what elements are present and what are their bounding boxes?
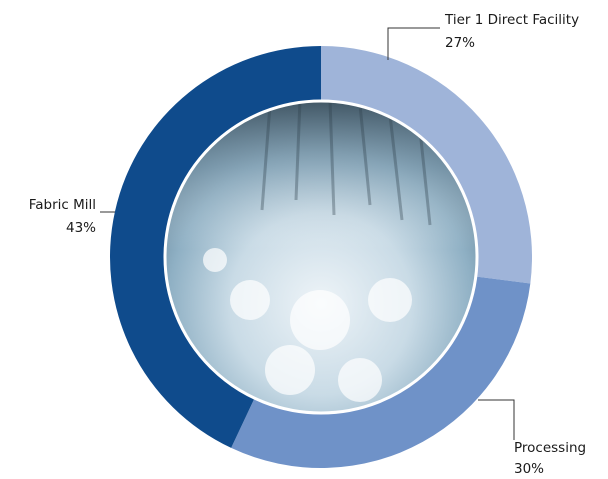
slice-label: Processing [514, 440, 586, 456]
value-label: 27% [445, 35, 475, 51]
leader-line [387, 27, 440, 60]
leader-line [478, 399, 515, 440]
slice-label: Tier 1 Direct Facility [444, 12, 579, 28]
inner-ring [163, 99, 479, 415]
slice-label: Fabric Mill [29, 197, 96, 213]
value-label: 43% [66, 220, 96, 236]
donut [110, 46, 532, 468]
value-label: 30% [514, 461, 544, 477]
slice [321, 46, 532, 284]
slice [110, 46, 321, 448]
slice [231, 276, 531, 468]
